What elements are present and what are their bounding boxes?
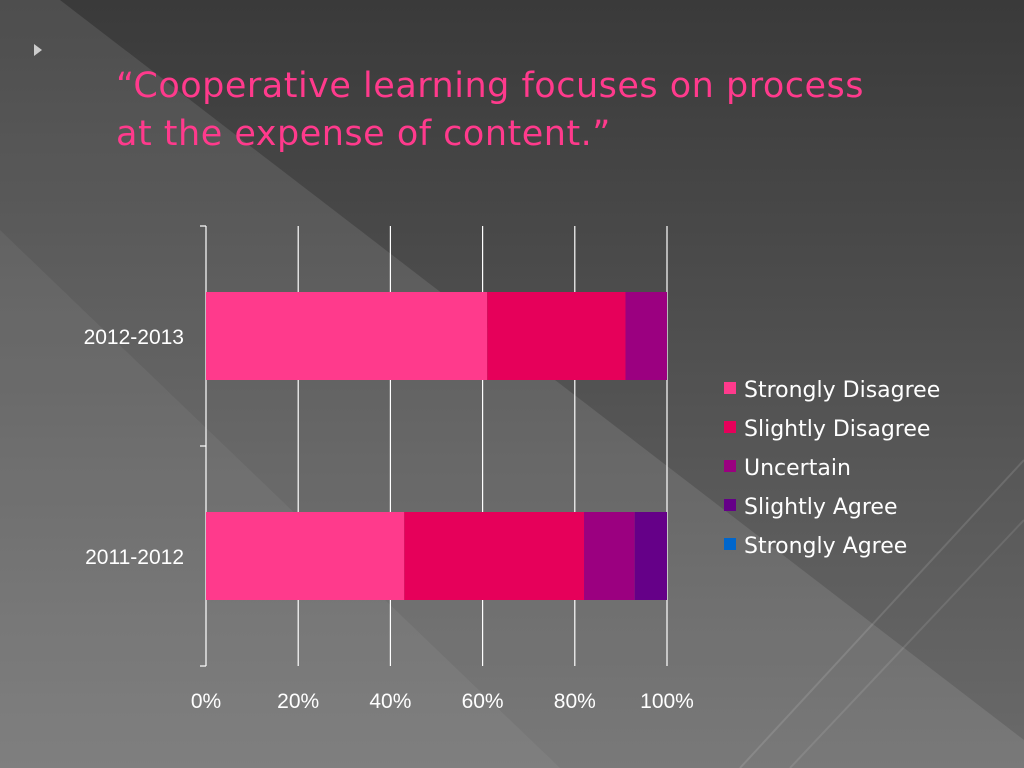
legend-label: Slightly Agree bbox=[744, 495, 898, 520]
legend-swatch bbox=[724, 499, 736, 511]
category-label: 2011-2012 bbox=[85, 546, 184, 569]
legend-swatch bbox=[724, 538, 736, 550]
x-tick-label: 60% bbox=[462, 690, 504, 713]
legend-label: Slightly Disagree bbox=[744, 417, 930, 442]
bullet-arrow-icon bbox=[34, 44, 42, 56]
bar-segment bbox=[206, 512, 405, 600]
x-tick-label: 80% bbox=[554, 690, 596, 713]
legend-swatch bbox=[724, 382, 736, 394]
bar-segment bbox=[634, 512, 667, 600]
bar-segment bbox=[487, 292, 626, 380]
slide-title-line: “Cooperative learning focuses on process bbox=[116, 66, 864, 106]
bar-segment bbox=[584, 512, 635, 600]
legend-label: Uncertain bbox=[744, 456, 851, 481]
legend-label: Strongly Agree bbox=[744, 534, 907, 559]
x-tick-label: 100% bbox=[640, 690, 694, 713]
background-diagonal-shade bbox=[0, 230, 560, 768]
legend-swatch bbox=[724, 421, 736, 433]
slide-title: “Cooperative learning focuses on process… bbox=[116, 62, 996, 158]
background-accent-line bbox=[739, 459, 1024, 768]
x-tick-label: 0% bbox=[191, 690, 221, 713]
x-tick-label: 40% bbox=[369, 690, 411, 713]
bar-segment bbox=[404, 512, 585, 600]
bar-segment bbox=[206, 292, 488, 380]
legend-swatch bbox=[724, 460, 736, 472]
x-tick-label: 20% bbox=[277, 690, 319, 713]
legend-label: Strongly Disagree bbox=[744, 378, 940, 403]
category-label: 2012-2013 bbox=[84, 326, 184, 349]
background-accent-line bbox=[789, 519, 1024, 768]
slide-title-line: at the expense of content.” bbox=[116, 114, 611, 154]
stacked-bar-chart: 0% 20% 40% 60% 80% 100% 2012-2013 2011-2012 Stro… bbox=[84, 225, 940, 713]
bar-segment bbox=[625, 292, 667, 380]
